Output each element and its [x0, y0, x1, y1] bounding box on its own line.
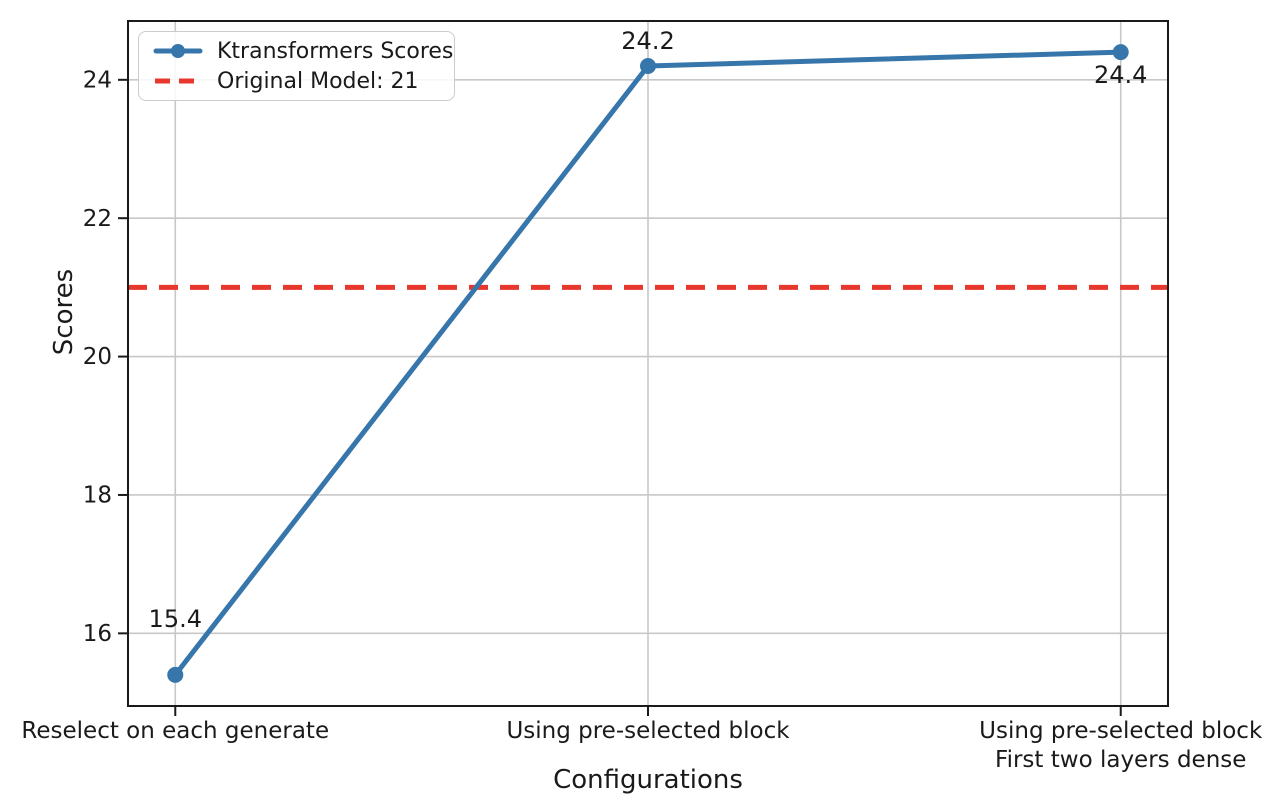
- data-point-2: [1112, 44, 1129, 61]
- data-label-2: 24.4: [1094, 61, 1147, 89]
- legend: Ktransformers Scores Original Model: 21: [138, 31, 455, 101]
- legend-item-refline: Original Model: 21: [153, 69, 440, 94]
- legend-dashed-line-icon: [155, 78, 201, 84]
- y-tick-label-22: 22: [83, 206, 112, 232]
- y-tick-label-16: 16: [83, 621, 112, 647]
- y-tick-label-18: 18: [83, 483, 112, 509]
- y-tick-label-24: 24: [83, 67, 112, 93]
- legend-line-marker-icon: [153, 44, 203, 58]
- x-tick-label-2: Using pre-selected block First two layers…: [979, 718, 1263, 773]
- data-label-0: 15.4: [149, 605, 202, 633]
- x-tick-label-0: Reselect on each generate: [21, 718, 329, 744]
- legend-item-series: Ktransformers Scores: [153, 39, 453, 64]
- x-tick-label-1: Using pre-selected block: [506, 718, 790, 744]
- x-axis-title: Configurations: [553, 765, 743, 795]
- y-tick-label-20: 20: [83, 344, 112, 370]
- data-point-0: [167, 666, 184, 683]
- data-label-1: 24.2: [621, 27, 674, 55]
- legend-label-series: Ktransformers Scores: [217, 38, 454, 64]
- y-axis-title: Scores: [49, 268, 79, 356]
- legend-label-refline: Original Model: 21: [217, 68, 419, 94]
- data-point-1: [640, 57, 656, 74]
